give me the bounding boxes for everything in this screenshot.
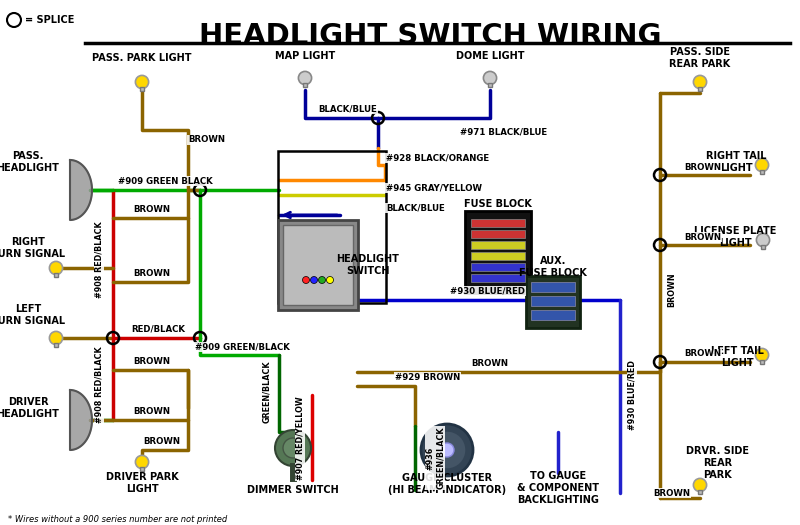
Text: RED/BLACK: RED/BLACK bbox=[131, 324, 185, 333]
Text: BROWN: BROWN bbox=[143, 437, 181, 446]
Text: LICENSE PLATE
LIGHT: LICENSE PLATE LIGHT bbox=[694, 226, 776, 248]
Text: MAP LIGHT: MAP LIGHT bbox=[275, 51, 335, 61]
Text: #945 GRAY/YELLOW: #945 GRAY/YELLOW bbox=[386, 184, 482, 193]
Text: FUSE BLOCK: FUSE BLOCK bbox=[464, 199, 532, 209]
Text: BLACK/BLUE: BLACK/BLUE bbox=[386, 204, 445, 213]
Circle shape bbox=[755, 349, 769, 362]
Text: RIGHT TAIL
LIGHT: RIGHT TAIL LIGHT bbox=[706, 151, 766, 173]
FancyBboxPatch shape bbox=[140, 87, 144, 91]
Text: DRIVER
HEADLIGHT: DRIVER HEADLIGHT bbox=[0, 397, 59, 419]
Text: BROWN: BROWN bbox=[685, 350, 722, 359]
Text: BROWN: BROWN bbox=[134, 269, 170, 278]
FancyBboxPatch shape bbox=[488, 83, 492, 87]
FancyBboxPatch shape bbox=[698, 490, 702, 494]
FancyBboxPatch shape bbox=[54, 273, 58, 277]
Text: DIMMER SWITCH: DIMMER SWITCH bbox=[247, 485, 339, 495]
Text: BLACK/BLUE: BLACK/BLUE bbox=[318, 104, 378, 113]
FancyBboxPatch shape bbox=[283, 225, 353, 305]
Circle shape bbox=[283, 438, 303, 458]
Text: DRVR. SIDE
REAR
PARK: DRVR. SIDE REAR PARK bbox=[686, 446, 750, 480]
Polygon shape bbox=[70, 390, 92, 450]
Circle shape bbox=[755, 159, 769, 172]
Circle shape bbox=[135, 76, 149, 89]
Circle shape bbox=[275, 430, 311, 466]
Text: BROWN: BROWN bbox=[134, 407, 170, 416]
Circle shape bbox=[326, 277, 334, 284]
Text: HEADLIGHT
SWITCH: HEADLIGHT SWITCH bbox=[337, 254, 399, 276]
Text: TO GAUGE
& COMPONENT
BACKLIGHTING: TO GAUGE & COMPONENT BACKLIGHTING bbox=[517, 471, 599, 505]
FancyBboxPatch shape bbox=[531, 310, 575, 320]
FancyBboxPatch shape bbox=[471, 219, 525, 227]
Text: #909 GREEN/BLACK: #909 GREEN/BLACK bbox=[194, 342, 290, 352]
Circle shape bbox=[318, 277, 326, 284]
FancyBboxPatch shape bbox=[54, 343, 58, 347]
Circle shape bbox=[694, 76, 706, 89]
Text: #971 BLACK/BLUE: #971 BLACK/BLUE bbox=[460, 128, 547, 136]
FancyBboxPatch shape bbox=[698, 87, 702, 91]
FancyBboxPatch shape bbox=[471, 241, 525, 249]
FancyBboxPatch shape bbox=[531, 282, 575, 292]
Circle shape bbox=[483, 71, 497, 85]
FancyBboxPatch shape bbox=[465, 211, 531, 293]
Text: #936
GREEN/BLACK: #936 GREEN/BLACK bbox=[426, 427, 445, 489]
Text: #908 RED/BLACK: #908 RED/BLACK bbox=[94, 222, 103, 298]
Circle shape bbox=[50, 261, 62, 275]
Text: #909 GREEN BLACK: #909 GREEN BLACK bbox=[118, 176, 212, 185]
Text: AUX.
FUSE BLOCK: AUX. FUSE BLOCK bbox=[519, 256, 587, 278]
Text: PASS. PARK LIGHT: PASS. PARK LIGHT bbox=[92, 53, 192, 63]
FancyBboxPatch shape bbox=[531, 296, 575, 306]
Text: #907 RED/YELLOW: #907 RED/YELLOW bbox=[295, 396, 305, 480]
FancyBboxPatch shape bbox=[471, 230, 525, 238]
FancyBboxPatch shape bbox=[526, 276, 580, 328]
FancyBboxPatch shape bbox=[471, 263, 525, 271]
Text: * Wires without a 900 series number are not printed: * Wires without a 900 series number are … bbox=[8, 516, 227, 524]
Text: #930 BLUE/RED: #930 BLUE/RED bbox=[450, 287, 526, 296]
Circle shape bbox=[302, 277, 310, 284]
Text: BROWN: BROWN bbox=[667, 272, 677, 307]
Circle shape bbox=[298, 71, 312, 85]
FancyBboxPatch shape bbox=[140, 467, 144, 471]
FancyBboxPatch shape bbox=[471, 274, 525, 282]
Text: #929 BROWN: #929 BROWN bbox=[395, 373, 460, 382]
Circle shape bbox=[310, 277, 318, 284]
Text: PASS.
HEADLIGHT: PASS. HEADLIGHT bbox=[0, 151, 59, 173]
Circle shape bbox=[50, 331, 62, 344]
Text: GAUGE CLUSTER
(HI BEAM INDICATOR): GAUGE CLUSTER (HI BEAM INDICATOR) bbox=[388, 473, 506, 495]
Circle shape bbox=[694, 478, 706, 491]
FancyBboxPatch shape bbox=[471, 252, 525, 260]
Text: BROWN: BROWN bbox=[685, 233, 722, 242]
Circle shape bbox=[757, 234, 770, 247]
Text: LEFT TAIL
LIGHT: LEFT TAIL LIGHT bbox=[710, 346, 763, 368]
Polygon shape bbox=[70, 160, 92, 220]
Text: = SPLICE: = SPLICE bbox=[25, 15, 74, 25]
Circle shape bbox=[440, 443, 454, 457]
Text: PASS. SIDE
REAR PARK: PASS. SIDE REAR PARK bbox=[670, 47, 730, 69]
Text: BROWN: BROWN bbox=[188, 135, 225, 144]
FancyBboxPatch shape bbox=[760, 170, 764, 174]
Text: BROWN: BROWN bbox=[471, 359, 509, 368]
Text: GREEN/BLACK: GREEN/BLACK bbox=[262, 361, 271, 423]
Circle shape bbox=[135, 455, 149, 469]
Text: BROWN: BROWN bbox=[134, 205, 170, 215]
Circle shape bbox=[421, 424, 473, 476]
FancyBboxPatch shape bbox=[278, 220, 358, 310]
Text: DOME LIGHT: DOME LIGHT bbox=[456, 51, 524, 61]
Text: #928 BLACK/ORANGE: #928 BLACK/ORANGE bbox=[386, 153, 489, 163]
Circle shape bbox=[428, 431, 466, 469]
Text: BROWN: BROWN bbox=[685, 163, 722, 172]
Text: DRIVER PARK
LIGHT: DRIVER PARK LIGHT bbox=[106, 472, 178, 494]
Text: BROWN: BROWN bbox=[134, 358, 170, 366]
Text: BROWN: BROWN bbox=[654, 488, 690, 498]
FancyBboxPatch shape bbox=[303, 83, 307, 87]
FancyBboxPatch shape bbox=[760, 360, 764, 364]
Text: #908 RED/BLACK: #908 RED/BLACK bbox=[94, 346, 103, 423]
Text: #930 BLUE/RED: #930 BLUE/RED bbox=[627, 360, 637, 430]
Text: RIGHT
TURN SIGNAL: RIGHT TURN SIGNAL bbox=[0, 237, 65, 259]
Text: HEADLIGHT SWITCH WIRING: HEADLIGHT SWITCH WIRING bbox=[198, 22, 662, 50]
Text: LEFT
TURN SIGNAL: LEFT TURN SIGNAL bbox=[0, 304, 65, 326]
FancyBboxPatch shape bbox=[761, 245, 765, 249]
